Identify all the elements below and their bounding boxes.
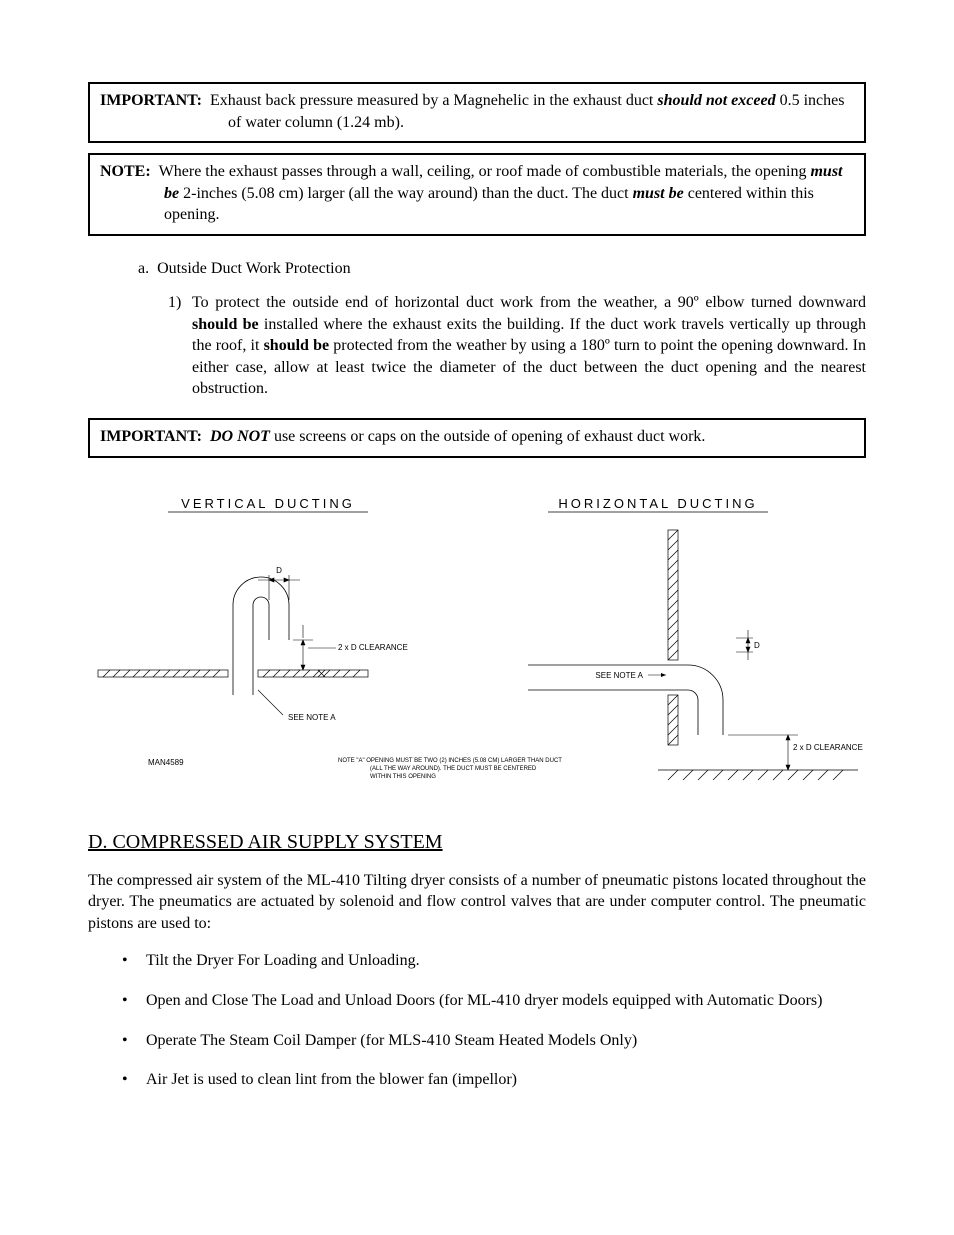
ducting-diagram: VERTICAL DUCTING HORIZONTAL DUCTING bbox=[88, 480, 866, 790]
sub-1-b1: should be bbox=[192, 316, 259, 333]
label-seenote-right: SEE NOTE A bbox=[595, 671, 643, 680]
label-d-left: D bbox=[276, 566, 282, 575]
callout-important-donot: IMPORTANT: DO NOT use screens or caps on… bbox=[88, 418, 866, 458]
bullet-item: Tilt the Dryer For Loading and Unloading… bbox=[122, 950, 866, 972]
label-clear-left: 2 x D CLEARANCE bbox=[338, 643, 408, 652]
sub-1-t1: To protect the outside end of horizontal… bbox=[192, 294, 866, 311]
label-d-right: D bbox=[754, 641, 760, 650]
callout1-lead: IMPORTANT: bbox=[100, 92, 202, 109]
title-vertical: VERTICAL DUCTING bbox=[181, 496, 355, 511]
callout3-em: DO NOT bbox=[210, 428, 270, 445]
sub-1: 1) To protect the outside end of horizon… bbox=[168, 292, 866, 400]
bullet-item: Air Jet is used to clean lint from the b… bbox=[122, 1069, 866, 1091]
callout3-rest: use screens or caps on the outside of op… bbox=[270, 428, 705, 445]
callout2-lead: NOTE: bbox=[100, 163, 151, 180]
page: IMPORTANT: Exhaust back pressure measure… bbox=[0, 0, 954, 1235]
note-a-l2: (ALL THE WAY AROUND). THE DUCT MUST BE C… bbox=[370, 766, 537, 772]
bullet-item: Operate The Steam Coil Damper (for MLS-4… bbox=[122, 1030, 866, 1052]
callout3-lead: IMPORTANT: bbox=[100, 428, 202, 445]
label-clear-right: 2 x D CLEARANCE bbox=[793, 743, 863, 752]
section-d-heading: D. COMPRESSED AIR SUPPLY SYSTEM bbox=[88, 831, 866, 854]
section-d-bullets: Tilt the Dryer For Loading and Unloading… bbox=[122, 950, 866, 1090]
sub-a-text: Outside Duct Work Protection bbox=[157, 260, 351, 277]
callout1-em: should not exceed bbox=[657, 92, 775, 109]
sub-a: a. Outside Duct Work Protection bbox=[138, 260, 866, 278]
section-d-para: The compressed air system of the ML-410 … bbox=[88, 870, 866, 935]
callout2-text-a: Where the exhaust passes through a wall,… bbox=[159, 163, 811, 180]
callout2-em2: must be bbox=[633, 185, 684, 202]
title-horizontal: HORIZONTAL DUCTING bbox=[558, 496, 757, 511]
label-seenote-left: SEE NOTE A bbox=[288, 713, 336, 722]
callout2-text-b: 2-inches (5.08 cm) larger (all the way a… bbox=[179, 185, 632, 202]
label-man: MAN4589 bbox=[148, 758, 184, 767]
callout1-text-a: Exhaust back pressure measured by a Magn… bbox=[210, 92, 657, 109]
bullet-item: Open and Close The Load and Unload Doors… bbox=[122, 990, 866, 1012]
sub-1-marker: 1) bbox=[168, 292, 192, 314]
callout-important-backpressure: IMPORTANT: Exhaust back pressure measure… bbox=[88, 82, 866, 143]
sub-a-marker: a. bbox=[138, 260, 149, 277]
note-a-l3: WITHIN THIS OPENING bbox=[370, 774, 436, 780]
callout-note-opening: NOTE: Where the exhaust passes through a… bbox=[88, 153, 866, 236]
note-a-l1: NOTE "A" OPENING MUST BE TWO (2) INCHES … bbox=[338, 758, 562, 764]
sub-1-b2: should be bbox=[264, 337, 330, 354]
